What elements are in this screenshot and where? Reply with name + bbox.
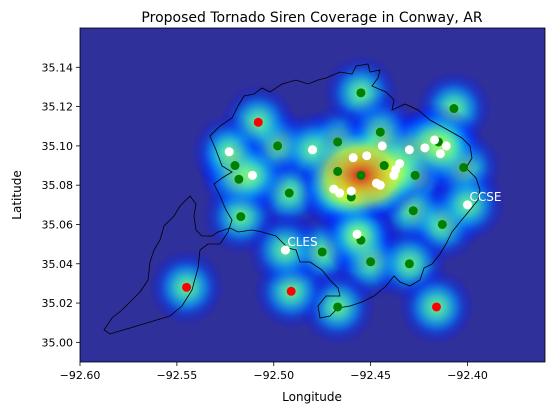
y-tick-label: 35.00 [42,336,74,349]
y-tick-label: 35.14 [42,61,74,74]
siren-marker [395,159,405,169]
siren-marker [273,141,283,151]
x-tick-label: −92.40 [447,369,488,382]
siren-marker [410,170,420,180]
siren-marker [459,162,469,172]
siren-marker [408,206,418,216]
siren-marker [280,245,290,255]
siren-marker [463,200,472,210]
y-tick-label: 35.06 [42,218,74,231]
siren-marker [362,151,372,161]
y-tick-label: 35.02 [42,297,74,310]
siren-marker [253,117,263,127]
chart-title: Proposed Tornado Siren Coverage in Conwa… [141,10,482,26]
x-tick-label: −92.45 [350,369,391,382]
siren-points [182,88,472,312]
siren-marker [430,135,440,145]
siren-marker [224,147,234,157]
siren-marker [377,141,387,151]
siren-marker [356,88,366,98]
plot-frame [79,27,546,363]
annotation-label: CLES [287,235,317,249]
siren-marker [333,302,343,312]
siren-marker [404,259,414,269]
siren-marker [286,286,296,296]
annotations: CCSE CLES [287,190,501,249]
siren-marker [182,282,192,292]
y-tick-label: 35.12 [42,101,74,114]
siren-marker [375,127,385,137]
siren-marker [356,170,366,180]
x-tick-label: −92.55 [157,369,198,382]
plot-area: CCSE CLES [79,27,546,363]
siren-marker [366,257,376,267]
siren-marker [437,219,447,229]
siren-marker [432,302,441,312]
siren-marker [333,137,343,147]
y-tick-label: 35.04 [42,258,74,271]
siren-marker [333,166,343,176]
siren-marker [449,104,459,114]
siren-marker [375,180,385,190]
siren-marker [435,149,445,159]
siren-marker [346,186,356,196]
y-axis: 35.00 35.02 35.04 35.06 35.08 35.10 35.12 35.14 [42,61,80,349]
siren-marker [335,188,345,198]
siren-marker [420,143,430,153]
siren-marker [236,212,246,222]
y-tick-label: 35.10 [42,140,74,153]
y-axis-label: Latitude [10,170,24,219]
siren-marker [308,145,317,155]
siren-marker [230,161,240,171]
annotation-label: CCSE [469,190,501,204]
y-tick-label: 35.08 [42,179,74,192]
siren-marker [284,188,294,198]
x-axis: −92.60 −92.55 −92.50 −92.45 −92.40 [60,362,488,382]
siren-marker [389,170,399,180]
siren-marker [348,153,358,163]
x-tick-label: −92.50 [253,369,294,382]
siren-marker [352,229,362,239]
siren-marker [247,170,257,180]
x-axis-label: Longitude [282,390,342,404]
x-tick-label: −92.60 [60,369,101,382]
siren-marker [441,141,451,151]
city-boundary [103,63,481,335]
siren-marker [379,161,389,171]
siren-marker [234,174,244,184]
siren-marker [317,247,327,257]
siren-marker [404,145,414,155]
